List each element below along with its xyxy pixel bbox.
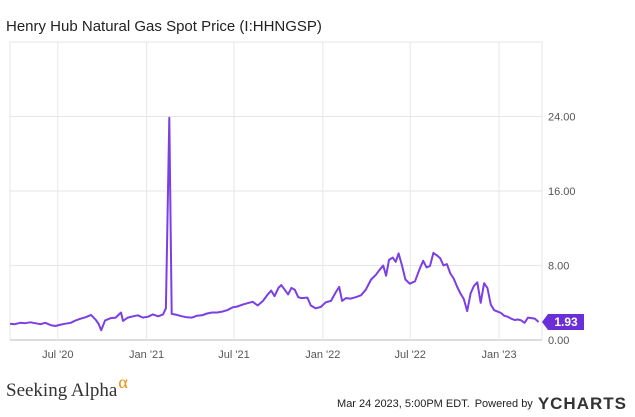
y-tick-label: 8.00 (548, 261, 569, 273)
series (9, 116, 540, 332)
ycharts-y-icon: Y (537, 394, 551, 413)
y-tick-label: 0.00 (548, 335, 569, 347)
y-tick-label: 16.00 (548, 186, 576, 198)
brand-name: Seeking Alpha (6, 380, 118, 401)
seeking-alpha-logo: Seeking Alphaα (6, 372, 128, 402)
ycharts-logo: Y CHARTS (538, 394, 627, 414)
x-tick-label: Jul '20 (42, 349, 73, 361)
y-tick-label: 24.00 (548, 112, 576, 124)
x-tick-label: Jul '21 (218, 349, 249, 361)
value-labels: 1.93 (542, 314, 584, 331)
x-tick-label: Jul '22 (394, 349, 425, 361)
chart-title: Henry Hub Natural Gas Spot Price (I:HHNG… (6, 18, 322, 35)
ycharts-name: CHARTS (550, 394, 627, 413)
timestamp: Mar 24 2023, 5:00PM EDT. (337, 398, 470, 410)
alpha-icon: α (118, 372, 128, 392)
x-tick-label: Jan '21 (129, 349, 164, 361)
footer-attribution: Mar 24 2023, 5:00PM EDT. Powered by Y CHA… (337, 394, 627, 414)
axes: 0.00 8.00 16.00 24.00 Jul '20 Jan '21 Jul '21 J… (42, 112, 575, 362)
x-tick-label: Jan '22 (305, 349, 340, 361)
gridlines (9, 41, 543, 341)
last-value-flag (542, 314, 584, 331)
powered-by-label: Powered by (474, 398, 533, 410)
x-tick-label: Jan '23 (481, 349, 516, 361)
price-line (9, 116, 540, 332)
last-value-label: 1.93 (554, 315, 578, 329)
